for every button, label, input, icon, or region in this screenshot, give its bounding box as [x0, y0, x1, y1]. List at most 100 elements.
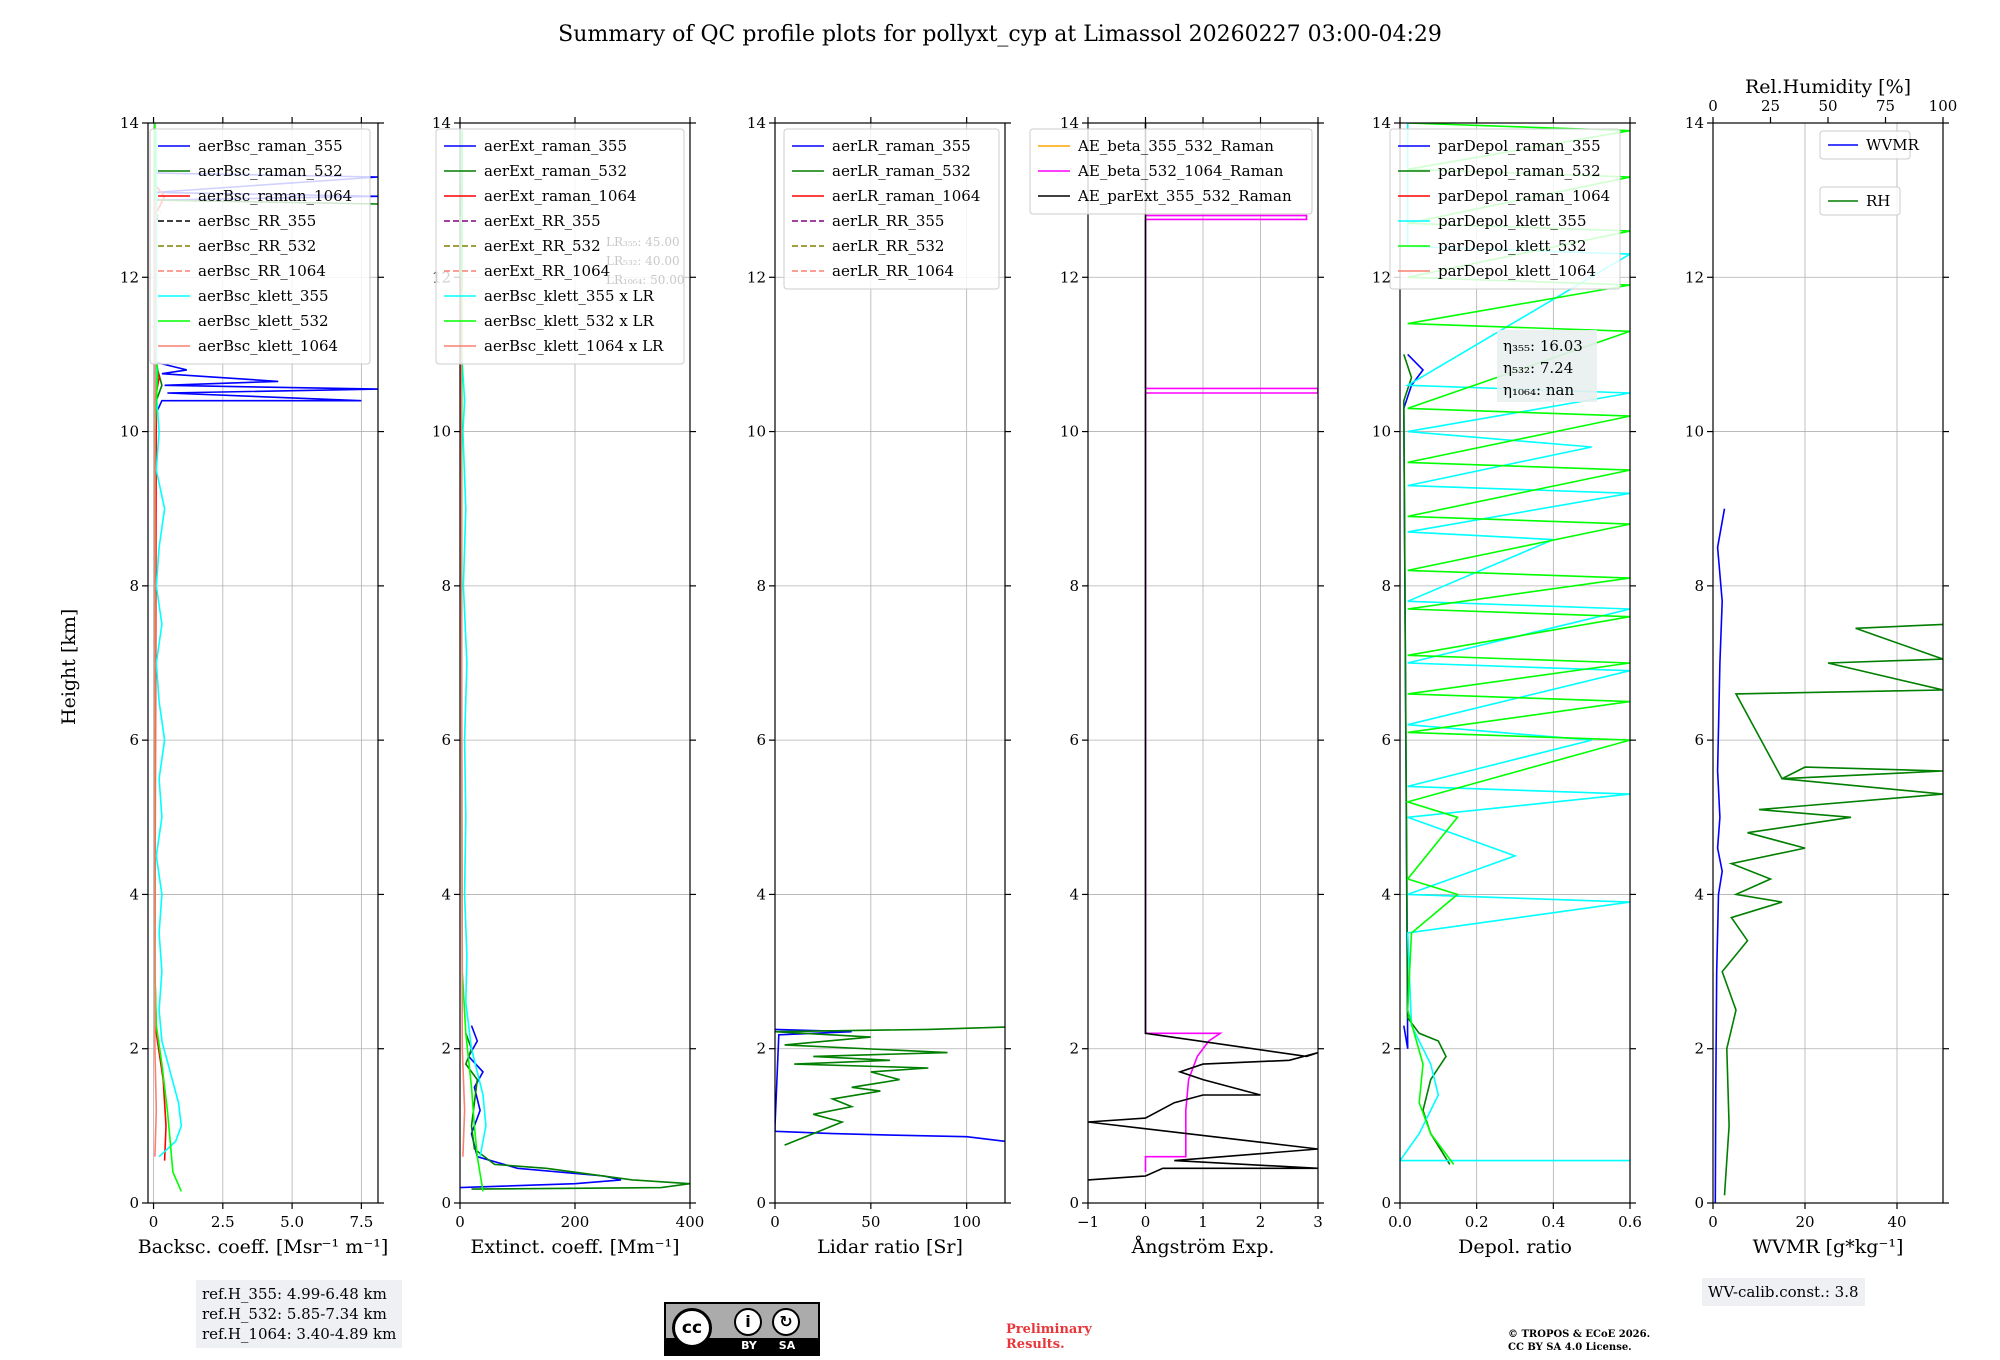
- y-tick-label: 6: [1381, 731, 1391, 749]
- series-line-aerlr-raman-532: [775, 1026, 1005, 1146]
- lr-annotation: LR₅₃₂: 40.00: [606, 254, 680, 268]
- legend-box: [1819, 130, 1911, 160]
- legend-label: AE_beta_355_532_Raman: [1077, 137, 1274, 155]
- legend-label: aerBsc_klett_1064 x LR: [484, 337, 664, 355]
- legend-label: aerBsc_klett_355 x LR: [484, 287, 655, 305]
- x-axis-label: WVMR [g*kg⁻¹]: [1753, 1236, 1904, 1258]
- eta-annotation: η₃₅₅: 16.03 η₅₃₂: 7.24 η₁₀₆₄: nan: [1497, 330, 1597, 402]
- legend-label: RH: [1866, 192, 1890, 210]
- x-tick-label: 40: [1887, 1213, 1906, 1231]
- x2-tick-label: 75: [1876, 97, 1895, 115]
- eta-box: [1497, 330, 1597, 402]
- y-tick-label: 12: [120, 268, 139, 286]
- eta-value: η₁₀₆₄: nan: [1503, 381, 1574, 399]
- eta-value: η₃₅₅: 16.03: [1503, 337, 1583, 355]
- legend-rh: RH: [1819, 186, 1901, 216]
- legend-label: aerBsc_klett_532 x LR: [484, 312, 655, 330]
- ref-height-355: ref.H_355: 4.99-6.48 km: [202, 1285, 387, 1303]
- legend-label: aerBsc_raman_1064: [198, 187, 352, 205]
- y-tick-label: 8: [1381, 577, 1391, 595]
- preliminary-line-1: Preliminary: [1006, 1322, 1092, 1337]
- y-axis-label: Height [km]: [58, 608, 80, 725]
- x-tick-label: −1: [1077, 1213, 1099, 1231]
- y-tick-label: 2: [441, 1040, 451, 1058]
- series-line-aerbsc-klett-355: [155, 130, 183, 1158]
- legend-box: [1029, 128, 1313, 215]
- y-tick-label: 14: [120, 114, 139, 132]
- y-tick-label: 4: [756, 885, 766, 903]
- copyright-line-2: CC BY SA 4.0 License.: [1508, 1342, 1632, 1353]
- y-tick-label: 6: [129, 731, 139, 749]
- x-tick-label: 0.6: [1618, 1213, 1642, 1231]
- x2-tick-label: 50: [1818, 97, 1837, 115]
- panel-extinction: 020040002468101214Extinct. coeff. [Mm⁻¹]…: [432, 114, 704, 1258]
- y-tick-label: 2: [1069, 1040, 1079, 1058]
- y-tick-label: 8: [441, 577, 451, 595]
- x-tick-label: 0.2: [1465, 1213, 1489, 1231]
- x-tick-label: 0: [1141, 1213, 1151, 1231]
- x-tick-label: 100: [952, 1213, 981, 1231]
- axes-frame: [774, 122, 1006, 1204]
- legend-label: parDepol_raman_1064: [1438, 187, 1610, 205]
- legend-label: parDepol_raman_355: [1438, 137, 1601, 155]
- x-axis-label: Lidar ratio [Sr]: [817, 1236, 963, 1258]
- legend-label: aerBsc_klett_1064: [198, 337, 338, 355]
- preliminary-line-2: Results.: [1006, 1337, 1065, 1352]
- by-label: BY: [741, 1339, 757, 1352]
- x-axis-label: Extinct. coeff. [Mm⁻¹]: [470, 1236, 679, 1258]
- y-tick-label: 12: [1060, 268, 1079, 286]
- legend-label: aerLR_raman_355: [832, 137, 971, 155]
- series-line-ae-beta-532-1064-raman: [1144, 214, 1318, 1173]
- legend-label: aerExt_RR_355: [484, 212, 601, 230]
- legend: AE_beta_355_532_Raman AE_beta_532_1064_Ra…: [1029, 128, 1313, 215]
- y-tick-label: 4: [441, 885, 451, 903]
- y-tick-label: 10: [432, 423, 451, 441]
- legend-label: aerBsc_RR_1064: [198, 262, 326, 280]
- panel-lidar_ratio: 0 50 100 0 2 4 6 8 10 12 14 Lidar ratio [Sr] aerLR_r…: [747, 114, 1011, 1258]
- y-tick-label: 6: [756, 731, 766, 749]
- x-tick-label: 0: [1708, 1213, 1718, 1231]
- y-tick-label: 10: [1372, 423, 1391, 441]
- x-tick-label: 5.0: [280, 1213, 304, 1231]
- y-tick-label: 0: [441, 1194, 451, 1212]
- legend-label: aerLR_raman_1064: [832, 187, 980, 205]
- legend-label: aerExt_raman_532: [484, 162, 627, 180]
- x-tick-label: 0.0: [1388, 1213, 1412, 1231]
- legend-wvmr: WVMR: [1819, 130, 1920, 160]
- legend-box: [1819, 186, 1901, 216]
- x-axis-label: Backsc. coeff. [Msr⁻¹ m⁻¹]: [138, 1236, 389, 1258]
- x-tick-label: 20: [1795, 1213, 1814, 1231]
- legend-label: aerExt_raman_355: [484, 137, 627, 155]
- y-tick-label: 8: [1069, 577, 1079, 595]
- y-tick-label: 8: [129, 577, 139, 595]
- y-tick-label: 2: [1381, 1040, 1391, 1058]
- license-badge[interactable]: cc i ↻ BY SA: [664, 1302, 820, 1356]
- y-tick-label: 8: [756, 577, 766, 595]
- y-tick-label: 4: [1381, 885, 1391, 903]
- legend-label: aerLR_RR_532: [832, 237, 944, 255]
- copyright-line-1: © TROPOS & ECoE 2026.: [1508, 1329, 1651, 1340]
- series-line-aerbsc-klett-1064-x-lr: [460, 277, 466, 1157]
- legend: aerBsc_raman_355 aerBsc_raman_532 aerBsc_r…: [149, 128, 371, 365]
- legend-label: aerBsc_raman_355: [198, 137, 343, 155]
- x-tick-label: 200: [561, 1213, 590, 1231]
- legend-label: aerExt_raman_1064: [484, 187, 637, 205]
- series-line-wvmr: [1714, 508, 1726, 1203]
- y-tick-label: 4: [129, 885, 139, 903]
- legend-label: aerBsc_raman_532: [198, 162, 343, 180]
- sa-label: SA: [778, 1339, 796, 1352]
- y-tick-label: 4: [1069, 885, 1079, 903]
- legend-box: [149, 128, 371, 365]
- x-tick-label: 0: [149, 1213, 159, 1231]
- legend: parDepol_raman_355 parDepol_raman_532 parD…: [1389, 128, 1621, 290]
- ref-height-1064: ref.H_1064: 3.40-4.89 km: [202, 1325, 397, 1343]
- y-tick-label: 4: [1694, 885, 1704, 903]
- ref-heights-box: ref.H_355: 4.99-6.48 km ref.H_532: 5.85-…: [196, 1280, 403, 1348]
- legend-box: [435, 128, 685, 365]
- x2-tick-label: 0: [1708, 97, 1718, 115]
- legend-label: aerLR_raman_532: [832, 162, 971, 180]
- sa-icon: ↻: [772, 1308, 800, 1336]
- lr-annotation: LR₃₅₅: 45.00: [606, 235, 680, 249]
